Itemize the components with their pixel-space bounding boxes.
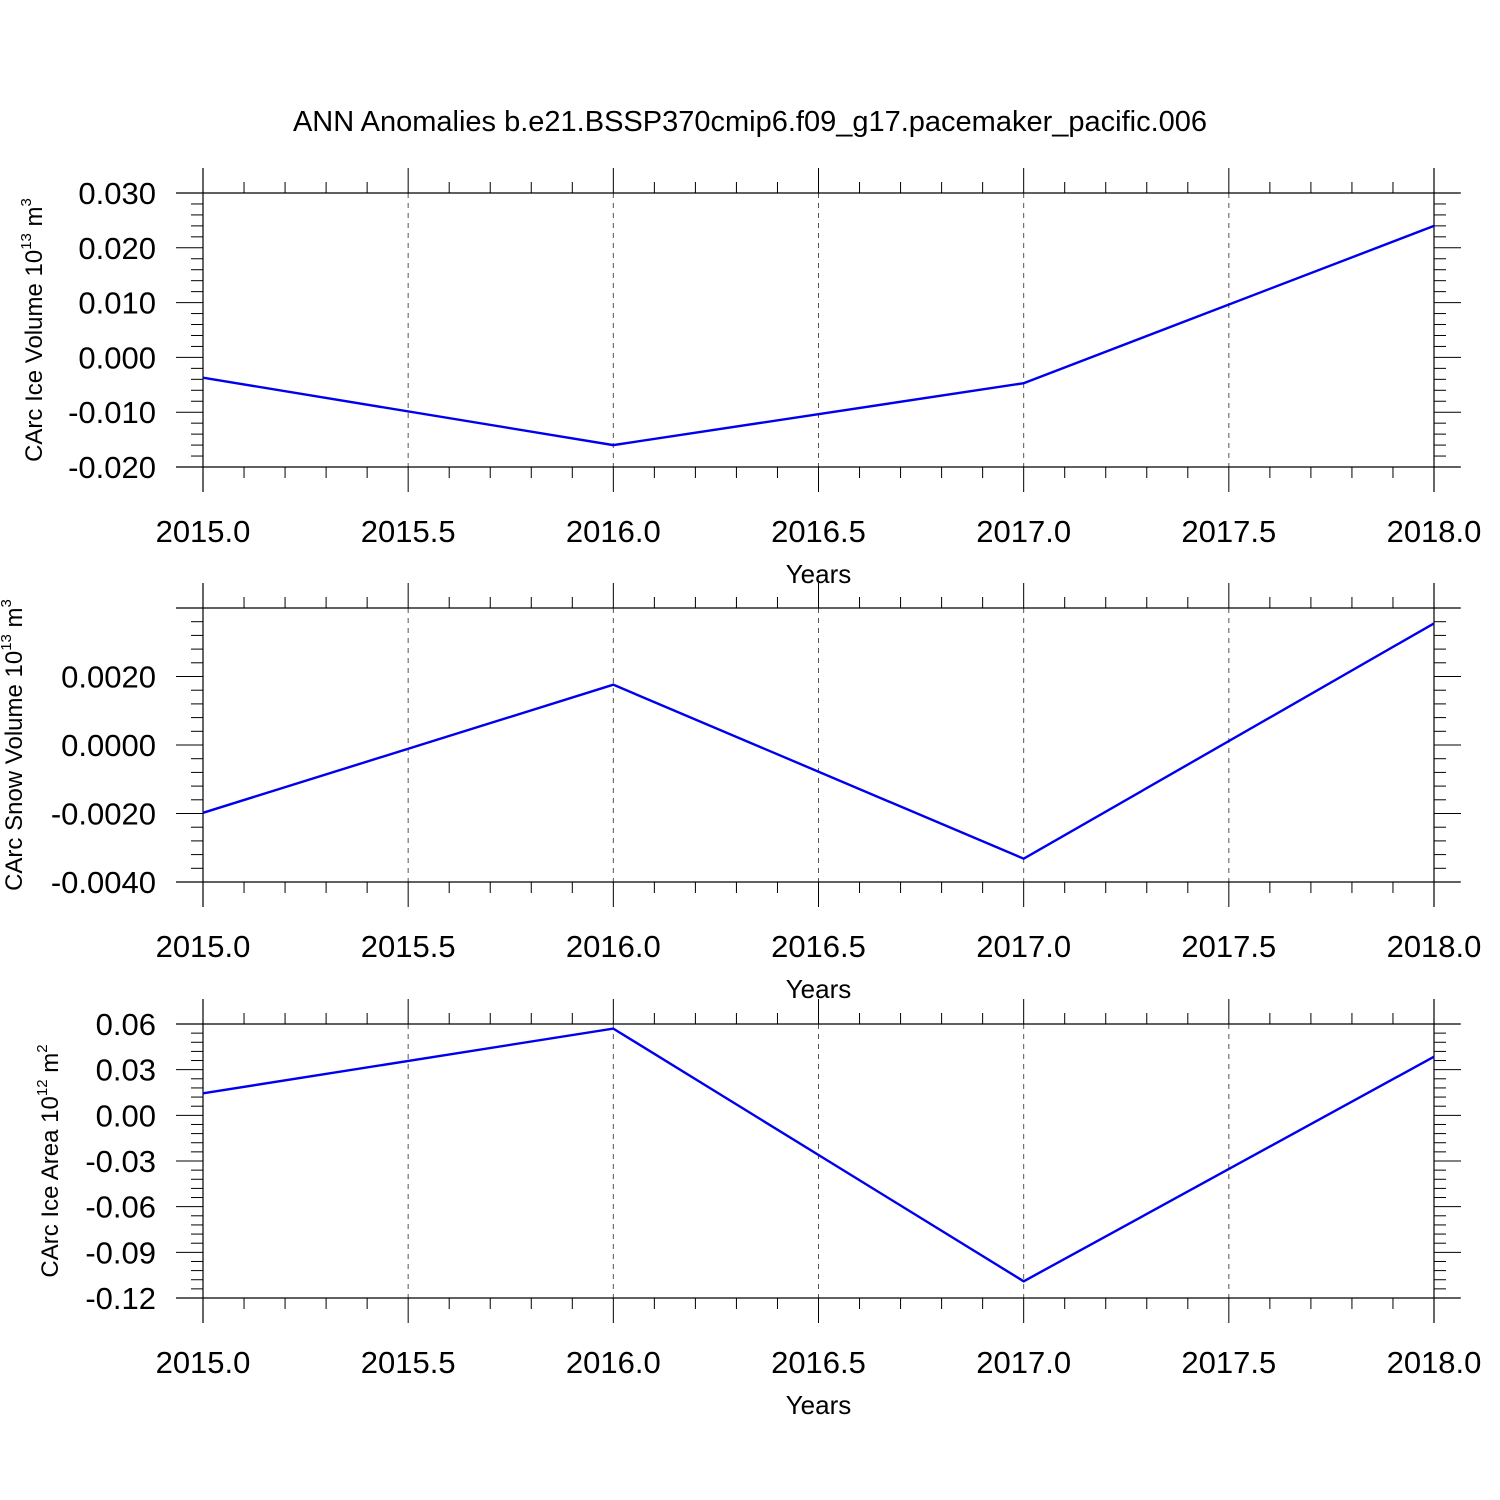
y-tick-label: 0.030 xyxy=(78,176,156,211)
y-tick-label: -0.09 xyxy=(85,1235,156,1270)
x-tick-label: 2017.5 xyxy=(1181,1345,1276,1380)
x-tick-label: 2016.0 xyxy=(566,929,661,964)
y-label-unit: m xyxy=(21,206,48,233)
panel-1: 2015.0 2015.5 2016.0 2016.5 2017.0 2017.5 2018… xyxy=(18,168,1481,589)
y-tick-label: -0.010 xyxy=(68,395,156,430)
panel-2: 2015.0 2015.5 2016.0 2016.5 2017.0 2017.5 2018… xyxy=(0,583,1481,1004)
y-label-exponent: 13 xyxy=(18,233,35,250)
y-label-exponent: 13 xyxy=(0,634,15,651)
x-tick-label: 2015.0 xyxy=(156,929,251,964)
y-tick-label: 0.010 xyxy=(78,286,156,321)
y-tick-label: 0.0000 xyxy=(61,728,156,763)
x-tick-label: 2016.5 xyxy=(771,1345,866,1380)
x-tick-label: 2016.0 xyxy=(566,1345,661,1380)
x-tick-label: 2016.5 xyxy=(771,514,866,549)
y-label-unit-exponent: 3 xyxy=(0,599,15,607)
y-tick-label: 0.0020 xyxy=(61,660,156,695)
x-tick-label: 2018.0 xyxy=(1387,929,1482,964)
x-tick-label: 2017.5 xyxy=(1181,929,1276,964)
series-line xyxy=(202,224,1435,447)
x-tick-label: 2015.0 xyxy=(156,1345,251,1380)
y-tick-label: -0.06 xyxy=(85,1190,156,1225)
x-tick-label: 2016.5 xyxy=(771,929,866,964)
y-axis-label: CArc Ice Volume 1013 m3 xyxy=(18,198,48,462)
x-tick-label: 2017.5 xyxy=(1181,514,1276,549)
y-label-unit: m xyxy=(1,607,28,634)
y-tick-label: -0.03 xyxy=(85,1144,156,1179)
x-tick-label: 2017.0 xyxy=(976,1345,1071,1380)
figure-title: ANN Anomalies b.e21.BSSP370cmip6.f09_g17… xyxy=(293,106,1207,138)
y-tick-label: 0.03 xyxy=(96,1053,156,1088)
x-tick-label: 2017.0 xyxy=(976,514,1071,549)
x-tick-label: 2018.0 xyxy=(1387,514,1482,549)
y-label-unit: m xyxy=(37,1053,64,1080)
panels: 2015.0 2015.5 2016.0 2016.5 2017.0 2017.5 2018… xyxy=(0,168,1481,1420)
y-tick-label: -0.0020 xyxy=(51,797,156,832)
x-tick-label: 2016.0 xyxy=(566,514,661,549)
y-axis-label: CArc Snow Volume 1013 m3 xyxy=(0,599,28,891)
panel-3: 2015.0 2015.5 2016.0 2016.5 2017.0 2017.5 2018… xyxy=(34,999,1481,1420)
y-label-text: CArc Ice Area 10 xyxy=(37,1096,64,1277)
y-tick-label: 0.00 xyxy=(96,1098,156,1133)
y-tick-label: -0.020 xyxy=(68,450,156,485)
x-tick-label: 2017.0 xyxy=(976,929,1071,964)
y-label-exponent: 12 xyxy=(34,1079,51,1096)
y-label-text: CArc Snow Volume 10 xyxy=(1,651,28,891)
y-tick-label: 0.06 xyxy=(96,1007,156,1042)
x-tick-label: 2015.5 xyxy=(361,514,456,549)
x-tick-label: 2015.5 xyxy=(361,1345,456,1380)
y-tick-label: -0.0040 xyxy=(51,865,156,900)
x-tick-label: 2015.0 xyxy=(156,514,251,549)
series-line xyxy=(202,622,1435,861)
y-tick-label: -0.12 xyxy=(85,1281,156,1316)
x-tick-label: 2018.0 xyxy=(1387,1345,1482,1380)
y-label-unit-exponent: 3 xyxy=(18,198,35,206)
y-tick-label: 0.000 xyxy=(78,340,156,375)
x-tick-label: 2015.5 xyxy=(361,929,456,964)
series-line xyxy=(202,1027,1435,1283)
y-label-text: CArc Ice Volume 10 xyxy=(21,250,48,462)
x-axis-label: Years xyxy=(786,1390,852,1420)
y-axis-label: CArc Ice Area 1012 m2 xyxy=(34,1044,64,1277)
y-tick-label: 0.020 xyxy=(78,231,156,266)
y-label-unit-exponent: 2 xyxy=(34,1044,51,1052)
